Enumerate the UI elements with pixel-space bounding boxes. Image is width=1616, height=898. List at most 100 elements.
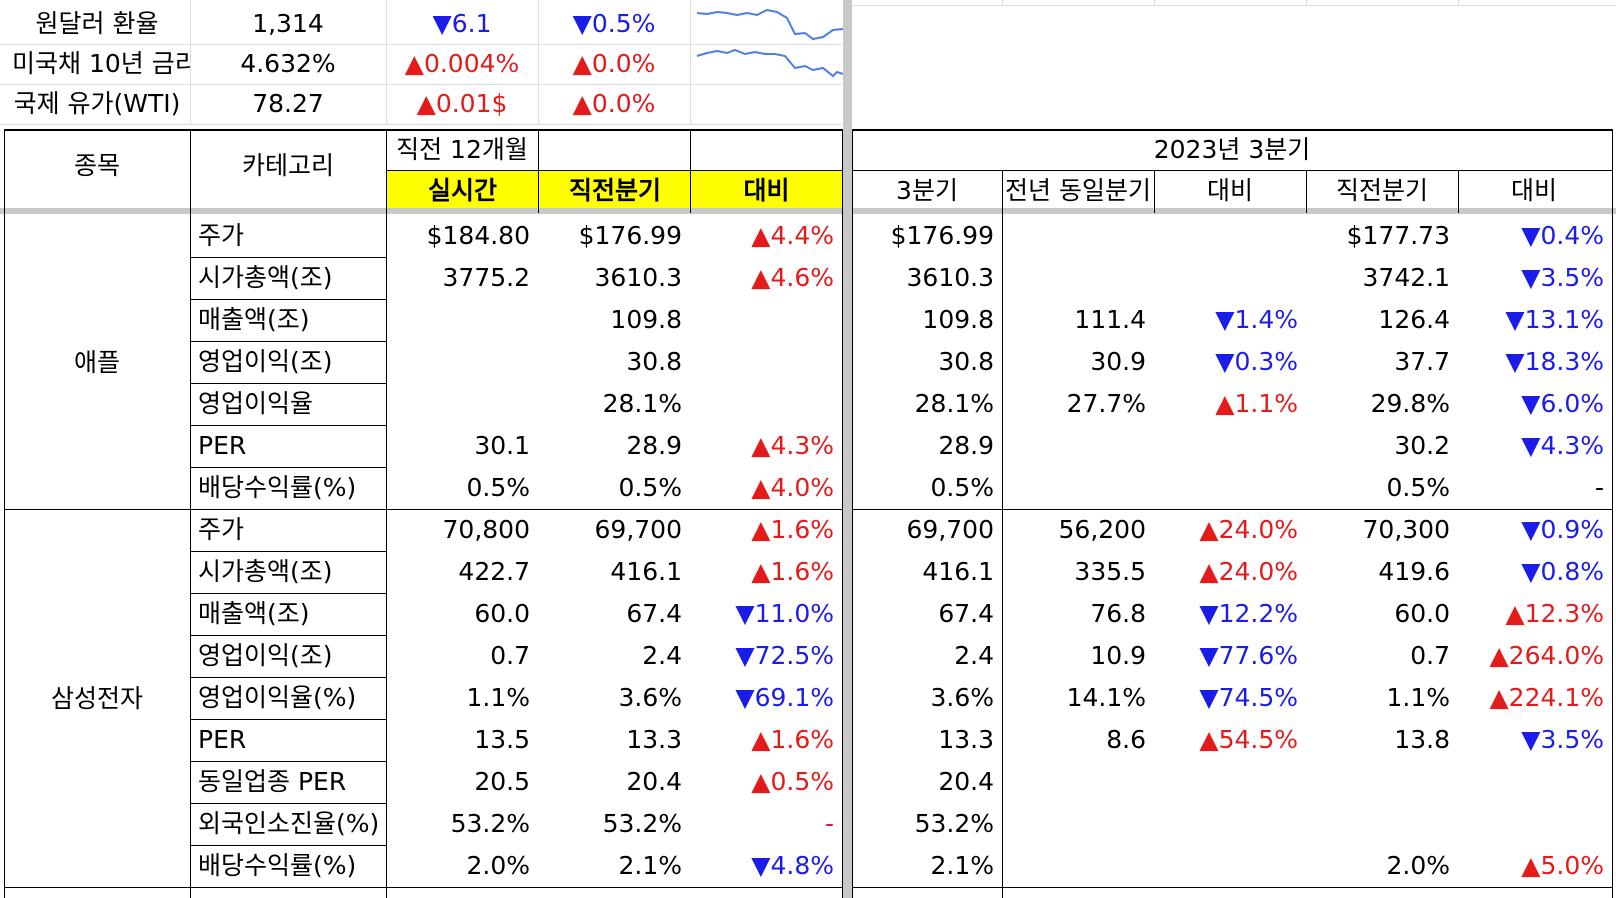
compare-cell[interactable] bbox=[690, 300, 842, 340]
prev-quarter-2-cell[interactable]: 1.1% bbox=[1386, 683, 1450, 712]
category-cell[interactable]: 시가총액(조) bbox=[198, 263, 333, 292]
header-prev12[interactable]: 직전 12개월 bbox=[396, 135, 528, 164]
category-cell[interactable]: 배당수익률(%) bbox=[198, 851, 357, 880]
compare-3-cell[interactable]: ▼3.5% bbox=[1521, 263, 1604, 292]
prev-quarter-cell[interactable]: 2.1% bbox=[618, 851, 682, 880]
yoy-quarter-cell[interactable]: 335.5 bbox=[1074, 557, 1146, 586]
compare-cell[interactable]: ▲4.0% bbox=[751, 473, 834, 502]
q3-cell[interactable]: 3.6% bbox=[930, 683, 994, 712]
yoy-quarter-cell[interactable] bbox=[1002, 846, 1154, 886]
realtime-cell[interactable]: 53.2% bbox=[450, 809, 530, 838]
compare-3-cell[interactable] bbox=[1458, 804, 1612, 844]
prev-quarter-cell[interactable]: 69,700 bbox=[594, 515, 682, 544]
compare-2-cell[interactable]: ▲54.5% bbox=[1199, 725, 1298, 754]
realtime-cell[interactable]: 1.1% bbox=[466, 683, 530, 712]
yoy-quarter-cell[interactable] bbox=[1002, 804, 1154, 844]
compare-2-cell[interactable]: ▼0.3% bbox=[1215, 347, 1298, 376]
prev-quarter-cell[interactable]: 2.4 bbox=[642, 641, 682, 670]
header-compare[interactable]: 대비 bbox=[691, 171, 842, 212]
compare-2-cell[interactable]: ▼12.2% bbox=[1199, 599, 1298, 628]
prev-quarter-2-cell[interactable]: 60.0 bbox=[1394, 599, 1450, 628]
q3-cell[interactable]: $176.99 bbox=[890, 221, 994, 250]
category-cell[interactable]: 영업이익율 bbox=[198, 389, 314, 418]
header-quarter-title[interactable]: 2023년 3분기 bbox=[1153, 135, 1311, 164]
yoy-quarter-cell[interactable]: 27.7% bbox=[1066, 389, 1146, 418]
yoy-quarter-cell[interactable] bbox=[1002, 426, 1154, 466]
realtime-cell[interactable]: 70,800 bbox=[442, 515, 530, 544]
realtime-cell[interactable]: 30.1 bbox=[474, 431, 530, 460]
compare-3-cell[interactable]: ▲264.0% bbox=[1489, 641, 1604, 670]
header-q3[interactable]: 3분기 bbox=[896, 176, 958, 205]
compare-2-cell[interactable] bbox=[1154, 258, 1306, 298]
compare-cell[interactable]: ▲1.6% bbox=[751, 725, 834, 754]
summary-change[interactable]: ▲0.01$ bbox=[416, 89, 508, 118]
realtime-cell[interactable]: 20.5 bbox=[474, 767, 530, 796]
yoy-quarter-cell[interactable]: 14.1% bbox=[1066, 683, 1146, 712]
yoy-quarter-cell[interactable]: 56,200 bbox=[1058, 515, 1146, 544]
header-category[interactable]: 카테고리 bbox=[241, 151, 334, 180]
prev-quarter-2-cell[interactable]: 29.8% bbox=[1370, 389, 1450, 418]
prev-quarter-cell[interactable]: 0.5% bbox=[618, 473, 682, 502]
yoy-quarter-cell[interactable] bbox=[1002, 468, 1154, 508]
category-cell[interactable]: 외국인소진율(%) bbox=[198, 809, 380, 838]
prev-quarter-2-cell[interactable]: 13.8 bbox=[1394, 725, 1450, 754]
category-cell[interactable]: PER bbox=[198, 431, 247, 460]
header-realtime[interactable]: 실시간 bbox=[387, 171, 538, 212]
summary-change[interactable]: ▼6.1 bbox=[432, 9, 492, 38]
yoy-quarter-cell[interactable] bbox=[1002, 258, 1154, 298]
realtime-cell[interactable]: 0.7 bbox=[490, 641, 530, 670]
compare-2-cell[interactable] bbox=[1154, 216, 1306, 256]
prev-quarter-cell[interactable]: 3610.3 bbox=[594, 263, 682, 292]
yoy-quarter-cell[interactable] bbox=[1002, 216, 1154, 256]
realtime-cell[interactable] bbox=[386, 384, 538, 424]
yoy-quarter-cell[interactable]: 111.4 bbox=[1074, 305, 1146, 334]
q3-cell[interactable]: 109.8 bbox=[922, 305, 994, 334]
prev-quarter-2-cell[interactable]: $177.73 bbox=[1346, 221, 1450, 250]
category-cell[interactable]: 주가 bbox=[198, 515, 245, 544]
prev-quarter-2-cell[interactable] bbox=[1306, 804, 1458, 844]
summary-change[interactable]: ▲0.004% bbox=[404, 49, 520, 78]
q3-cell[interactable]: 67.4 bbox=[938, 599, 994, 628]
summary-change-pct[interactable]: ▼0.5% bbox=[572, 9, 656, 38]
compare-2-cell[interactable]: ▲24.0% bbox=[1199, 557, 1298, 586]
yoy-quarter-cell[interactable]: 30.9 bbox=[1090, 347, 1146, 376]
compare-cell[interactable]: ▲4.6% bbox=[751, 263, 834, 292]
compare-2-cell[interactable] bbox=[1154, 426, 1306, 466]
compare-cell[interactable]: ▲1.6% bbox=[751, 515, 834, 544]
summary-label[interactable]: 국제 유가(WTI) bbox=[13, 89, 181, 118]
q3-cell[interactable]: 0.5% bbox=[930, 473, 994, 502]
compare-2-cell[interactable] bbox=[1154, 762, 1306, 802]
compare-3-cell[interactable]: ▼6.0% bbox=[1521, 389, 1604, 418]
prev-quarter-cell[interactable]: 416.1 bbox=[610, 557, 682, 586]
compare-3-cell[interactable]: ▲5.0% bbox=[1521, 851, 1604, 880]
summary-value[interactable]: 4.632% bbox=[240, 49, 336, 78]
compare-cell[interactable]: ▲1.6% bbox=[751, 557, 834, 586]
summary-label[interactable]: 미국채 10년 금리 bbox=[12, 49, 190, 78]
prev-quarter-2-cell[interactable]: 3742.1 bbox=[1362, 263, 1450, 292]
compare-3-cell[interactable]: ▲12.3% bbox=[1505, 599, 1604, 628]
category-cell[interactable]: 배당수익률(%) bbox=[198, 473, 357, 502]
prev-quarter-cell[interactable]: 109.8 bbox=[610, 305, 682, 334]
prev-quarter-2-cell[interactable] bbox=[1306, 762, 1458, 802]
header-yoy-quarter[interactable]: 전년 동일분기 bbox=[1005, 176, 1151, 205]
prev-quarter-cell[interactable]: 67.4 bbox=[626, 599, 682, 628]
stock-name[interactable]: 애플 bbox=[73, 348, 120, 377]
header-prev-quarter-2[interactable]: 직전분기 bbox=[1335, 176, 1428, 205]
q3-cell[interactable]: 53.2% bbox=[914, 809, 994, 838]
summary-change-pct[interactable]: ▲0.0% bbox=[572, 89, 656, 118]
yoy-quarter-cell[interactable]: 10.9 bbox=[1090, 641, 1146, 670]
compare-cell[interactable]: ▼4.8% bbox=[751, 851, 834, 880]
compare-cell[interactable]: ▼11.0% bbox=[735, 599, 834, 628]
realtime-cell[interactable]: 13.5 bbox=[474, 725, 530, 754]
category-cell[interactable]: 영업이익율(%) bbox=[198, 683, 357, 712]
realtime-cell[interactable] bbox=[386, 300, 538, 340]
prev-quarter-2-cell[interactable]: 30.2 bbox=[1394, 431, 1450, 460]
prev-quarter-2-cell[interactable]: 70,300 bbox=[1362, 515, 1450, 544]
compare-2-cell[interactable] bbox=[1154, 846, 1306, 886]
prev-quarter-cell[interactable]: 28.1% bbox=[602, 389, 682, 418]
compare-cell[interactable]: ▲4.3% bbox=[751, 431, 834, 460]
compare-3-cell[interactable]: ▼0.8% bbox=[1521, 557, 1604, 586]
compare-cell[interactable] bbox=[690, 384, 842, 424]
q3-cell[interactable]: 13.3 bbox=[938, 725, 994, 754]
category-cell[interactable]: 영업이익(조) bbox=[198, 641, 333, 670]
